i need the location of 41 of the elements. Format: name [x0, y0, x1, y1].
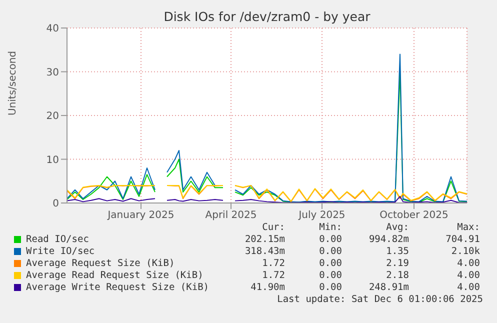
y-tick-label: 20 — [46, 111, 59, 122]
text: 1.72 — [262, 258, 285, 269]
y-axis-title: Units/second — [8, 50, 19, 116]
text: 0.00 — [319, 246, 342, 257]
legend-label: Average Request Size (KiB) — [26, 258, 175, 269]
x-tick-label: January 2025 — [106, 210, 174, 222]
y-tick-label: 40 — [46, 24, 59, 35]
y-tick-label: 30 — [46, 67, 59, 78]
legend-label: Write IO/sec — [26, 246, 95, 257]
chart-title: Disk IOs for /dev/zram0 - by year — [162, 9, 372, 24]
text: 2.19 — [386, 258, 409, 269]
text: 2.18 — [386, 270, 409, 281]
x-tick-label: April 2025 — [205, 210, 257, 222]
text: 248.91m — [368, 282, 409, 293]
text: 994.82m — [368, 234, 409, 245]
text: 0.00 — [319, 282, 342, 293]
text: 318.43m — [244, 246, 285, 257]
legend-label: Average Write Request Size (KiB) — [26, 282, 210, 293]
y-tick-label: 10 — [46, 154, 59, 166]
text: 202.15m — [244, 234, 285, 245]
text: Last update: Sat Dec 6 01:00:06 2025 — [277, 294, 483, 305]
text: 4.00 — [457, 282, 480, 293]
text: 1.35 — [386, 246, 409, 257]
text: 704.91 — [446, 234, 480, 245]
legend-label: Average Read Request Size (KiB) — [26, 270, 204, 281]
text: Min: — [319, 222, 342, 233]
text: 4.00 — [457, 270, 480, 281]
legend-label: Read IO/sec — [26, 234, 89, 245]
x-tick-label: July 2025 — [298, 210, 346, 222]
text: 0.00 — [319, 258, 342, 269]
text: 2.10k — [451, 246, 480, 257]
text: 1.72 — [262, 270, 285, 281]
text: Max: — [457, 222, 480, 233]
x-tick-label: October 2025 — [380, 210, 448, 222]
text: 41.90m — [250, 282, 285, 293]
text: Avg: — [386, 222, 409, 233]
text: 4.00 — [457, 258, 480, 269]
y-tick-label: 0 — [52, 198, 59, 210]
text: Cur: — [262, 222, 285, 233]
text: 0.00 — [319, 270, 342, 281]
text: 0.00 — [319, 234, 342, 245]
